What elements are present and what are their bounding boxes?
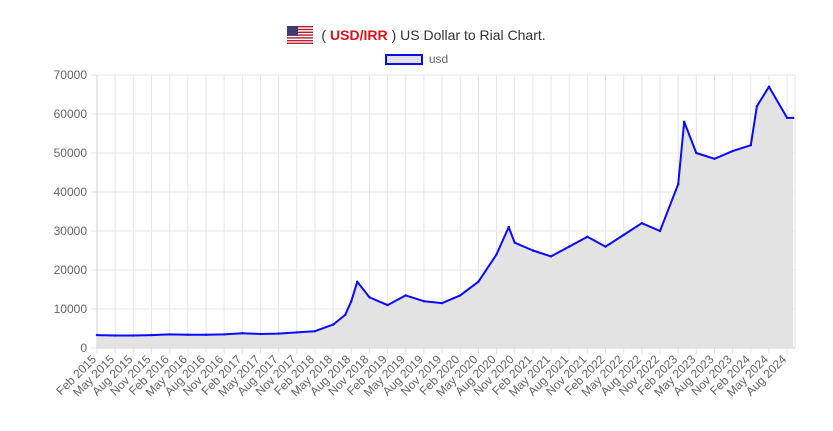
us-flag-icon bbox=[287, 26, 314, 44]
data-point[interactable] bbox=[114, 334, 117, 337]
data-point[interactable] bbox=[640, 222, 643, 225]
data-point[interactable] bbox=[356, 280, 359, 283]
data-point[interactable] bbox=[95, 333, 99, 337]
data-point[interactable] bbox=[677, 183, 680, 186]
data-point[interactable] bbox=[350, 300, 353, 303]
data-point[interactable] bbox=[513, 241, 516, 244]
data-point[interactable] bbox=[695, 151, 698, 155]
data-point[interactable] bbox=[331, 323, 335, 326]
title-open-paren: ( bbox=[321, 27, 327, 43]
data-point[interactable] bbox=[132, 334, 135, 337]
data-point[interactable] bbox=[295, 331, 298, 334]
data-point[interactable] bbox=[344, 313, 347, 317]
data-point[interactable] bbox=[204, 333, 208, 336]
data-point[interactable] bbox=[477, 280, 480, 283]
data-point[interactable] bbox=[767, 85, 771, 88]
data-point[interactable] bbox=[277, 332, 280, 335]
y-tick-label: 40000 bbox=[54, 185, 88, 199]
y-tick-label: 60000 bbox=[54, 107, 88, 121]
data-point[interactable] bbox=[604, 245, 607, 248]
data-point[interactable] bbox=[368, 296, 371, 299]
title-text: ) US Dollar to Rial Chart. bbox=[391, 27, 546, 43]
chart-title: (USD/IRR) US Dollar to Rial Chart. bbox=[0, 24, 833, 46]
data-point[interactable] bbox=[755, 105, 759, 108]
data-point[interactable] bbox=[440, 301, 444, 305]
data-point[interactable] bbox=[241, 332, 244, 335]
chart-legend[interactable]: usd bbox=[0, 51, 833, 67]
data-point[interactable] bbox=[186, 333, 189, 336]
data-point[interactable] bbox=[222, 333, 226, 336]
data-point[interactable] bbox=[531, 249, 535, 252]
data-point[interactable] bbox=[622, 233, 625, 237]
data-point[interactable] bbox=[749, 144, 752, 147]
data-point[interactable] bbox=[507, 225, 510, 229]
data-point[interactable] bbox=[731, 149, 734, 153]
data-point[interactable] bbox=[422, 300, 426, 303]
data-point[interactable] bbox=[495, 253, 498, 256]
data-point[interactable] bbox=[313, 330, 317, 333]
title-currency-pair: USD/IRR bbox=[330, 27, 388, 43]
y-tick-label: 70000 bbox=[54, 68, 88, 82]
legend-swatch-usd[interactable] bbox=[384, 53, 423, 65]
y-tick-label: 10000 bbox=[54, 302, 88, 316]
y-tick-label: 20000 bbox=[54, 263, 88, 277]
series-area-usd bbox=[97, 86, 794, 348]
legend-label-usd[interactable]: usd bbox=[428, 52, 449, 66]
data-point[interactable] bbox=[792, 116, 795, 120]
data-point[interactable] bbox=[568, 245, 571, 248]
y-tick-label: 50000 bbox=[54, 146, 88, 160]
data-point[interactable] bbox=[586, 235, 589, 238]
data-point[interactable] bbox=[713, 157, 716, 160]
data-point[interactable] bbox=[683, 120, 686, 124]
data-point[interactable] bbox=[785, 116, 789, 120]
data-point[interactable] bbox=[658, 229, 662, 233]
data-point[interactable] bbox=[386, 303, 389, 307]
data-point[interactable] bbox=[404, 294, 407, 297]
data-point[interactable] bbox=[150, 333, 153, 337]
data-point[interactable] bbox=[549, 255, 553, 258]
y-tick-label: 0 bbox=[80, 341, 87, 355]
data-point[interactable] bbox=[168, 333, 171, 336]
data-point[interactable] bbox=[259, 332, 262, 336]
y-tick-label: 30000 bbox=[54, 224, 88, 238]
data-point[interactable] bbox=[459, 294, 462, 297]
